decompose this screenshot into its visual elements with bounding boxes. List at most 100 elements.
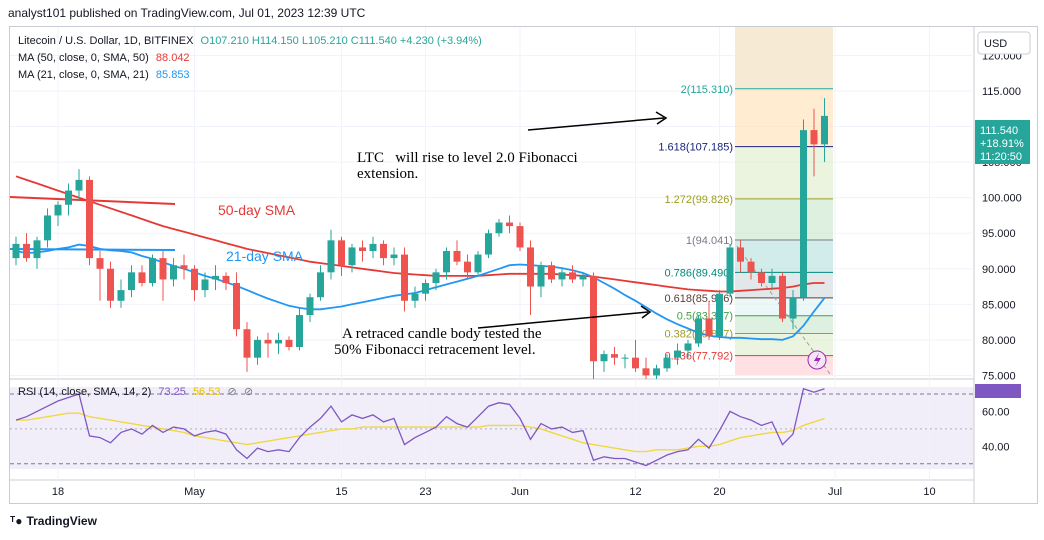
candle-body [726, 247, 734, 294]
candle-body [716, 293, 723, 337]
rsi-tick-label: 60.00 [982, 406, 1010, 418]
candle-body [422, 283, 429, 294]
ma21-legend[interactable]: MA (21, close, 0, SMA, 21) 85.853 [18, 69, 190, 81]
candle-body [233, 283, 240, 330]
rsi-value-tag [975, 384, 1021, 398]
chart-frame [9, 26, 1038, 504]
time-tick-label: 18 [52, 486, 64, 498]
tradingview-logo-icon: ᵀ● [10, 514, 23, 528]
candle-body [348, 247, 356, 266]
target-arrow [527, 117, 665, 131]
candle-body [254, 339, 261, 358]
candle-body [338, 240, 345, 266]
candle-body [821, 115, 828, 145]
hide-icon[interactable]: ⊘ [243, 386, 254, 398]
price-tick-label: 100.000 [982, 193, 1022, 205]
price-tag [975, 120, 1030, 164]
candle-body [44, 215, 51, 241]
fib-level-label: 0.786(89.490) [665, 267, 734, 279]
fibonacci-extension[interactable]: 2(115.310) 1.618(107.185) 1.272(99.826) 1(9… [658, 27, 833, 375]
target-arrow-head [655, 111, 668, 125]
candle-body [296, 315, 303, 347]
rsi-label: RSI (14, close, SMA, 14, 2) [18, 386, 152, 398]
ma50-label: MA (50, close, 0, SMA, 50) [18, 52, 149, 64]
candle-body [779, 275, 786, 319]
candle-body [485, 233, 492, 255]
candle-body [674, 350, 681, 358]
candle-body [653, 368, 660, 376]
candle-body [506, 222, 513, 227]
fib-level-label: 1.618(107.185) [658, 142, 733, 154]
time-tick-label: May [184, 486, 205, 498]
candle-body [65, 190, 72, 205]
candle-body [810, 130, 818, 145]
candle-body [684, 343, 692, 351]
candle-body [432, 272, 440, 283]
retrace-annotation-line2: 50% Fibonacci retracement level. [334, 342, 536, 358]
fib-zone [735, 88, 833, 147]
fib-level-label: 0.236(77.792) [665, 351, 734, 363]
candle-body [170, 265, 177, 280]
arrows [477, 111, 668, 329]
candle-body [359, 247, 366, 251]
candle-body [800, 130, 807, 298]
candle-body [411, 293, 419, 301]
candle-body [600, 354, 608, 362]
price-tick-label: 95.000 [982, 228, 1016, 240]
candle-body [611, 354, 618, 358]
candle-body [149, 258, 156, 283]
candle-body [54, 204, 62, 216]
ma50-legend[interactable]: MA (50, close, 0, SMA, 50) 88.042 [18, 52, 190, 64]
time-tick-label: 20 [713, 486, 725, 498]
candle-body [569, 272, 576, 280]
candle-body [212, 275, 219, 280]
candle-body [548, 265, 555, 280]
currency-button[interactable] [977, 31, 1031, 55]
candle-body [12, 243, 20, 259]
candle-body [758, 272, 765, 283]
eye-icon[interactable]: ⊘ [227, 386, 237, 398]
fib-level-label: 0.5(83.397) [677, 311, 733, 323]
retrace-arrow-head [640, 305, 652, 319]
lightning-bolt [814, 353, 821, 367]
candle-body [390, 254, 398, 259]
candle-body [705, 318, 713, 337]
candle-body [495, 222, 503, 234]
candle-body [306, 297, 314, 315]
price-tick-label: 85.000 [982, 299, 1016, 311]
price-axis[interactable]: 120.000115.000110.000105.000100.00095.00… [982, 50, 1022, 382]
fib-zone [735, 146, 833, 199]
candle-body [23, 243, 30, 259]
time-tick-label: 15 [335, 486, 347, 498]
candle-body [590, 275, 597, 362]
candle-body [663, 357, 671, 369]
rsi: 60.00 40.00 [10, 387, 1010, 467]
time-tick-label: 23 [419, 486, 431, 498]
candle-body [264, 339, 272, 344]
symbol-legend[interactable]: Litecoin / U.S. Dollar, 1D, BITFINEX O10… [18, 35, 482, 47]
candle-body [747, 261, 755, 273]
candle-body [327, 240, 335, 273]
fib-zone-top [735, 27, 833, 89]
ma21-annotation: 21-day SMA [226, 248, 304, 264]
candle-body [191, 268, 198, 291]
candle-body [222, 275, 230, 283]
candle-body [285, 339, 293, 347]
fib-zone [735, 198, 833, 241]
price-tick-label: 80.000 [982, 335, 1016, 347]
candle-body [159, 258, 167, 280]
candle-body [180, 265, 188, 269]
rsi-sma-value: 56.53 [192, 386, 221, 398]
candle-body [537, 265, 545, 287]
candle-body [453, 251, 461, 262]
price-tag-price: 111.540 [980, 125, 1018, 137]
candle-body [138, 272, 146, 283]
footer-brand[interactable]: ᵀ● TradingView [10, 514, 97, 528]
candle-body [443, 251, 450, 273]
candle-body [201, 279, 209, 291]
candle-body [789, 297, 797, 319]
rsi-legend[interactable]: RSI (14, close, SMA, 14, 2) 73.25 56.53 … [18, 385, 253, 398]
candle-body [369, 243, 377, 251]
time-axis[interactable]: 18 May 15 23 Jun 12 20 Jul 10 [52, 486, 936, 498]
